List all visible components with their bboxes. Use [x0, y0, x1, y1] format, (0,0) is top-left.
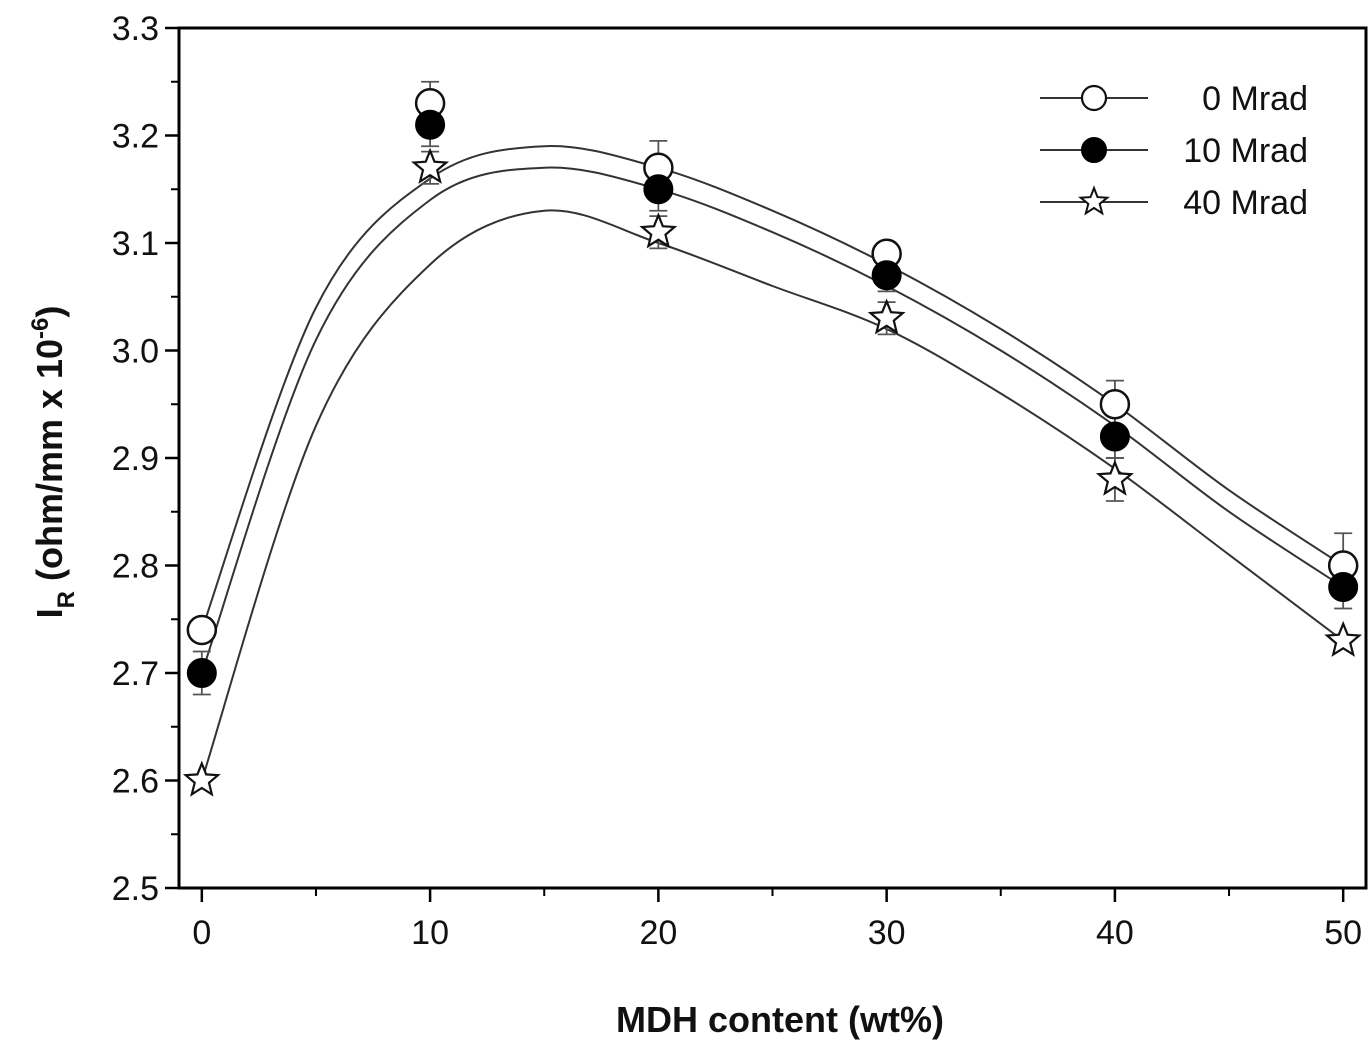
y-axis-ticks: 2.5 2.6 2.7 2.8 2.9 3.0 3.1 3.2 3.3 [112, 10, 179, 908]
y-axis-title-exponent: -6 [27, 318, 54, 339]
legend-label-2: 40 Mrad [1183, 184, 1308, 222]
y-tick-label: 3.1 [112, 225, 159, 263]
x-tick-label: 40 [1096, 914, 1134, 952]
data-point-10-mrad [1099, 421, 1130, 452]
x-tick-label: 30 [868, 914, 906, 952]
data-point-40-mrad [411, 147, 450, 184]
y-tick-label: 2.9 [112, 440, 159, 478]
data-point-40-mrad [1324, 620, 1363, 657]
x-axis-ticks: 0 10 20 30 40 50 [192, 888, 1362, 952]
data-point-0-mrad [1099, 389, 1131, 420]
y-tick-label: 2.7 [112, 655, 159, 693]
legend-marker-filled-circle [1081, 137, 1107, 163]
legend-label-0: 0 Mrad [1202, 80, 1308, 118]
y-tick-label: 3.0 [112, 333, 159, 371]
fit-curves [200, 145, 1344, 781]
y-axis-title-subscript: R [53, 591, 80, 608]
x-tick-label: 50 [1324, 914, 1362, 952]
fit-curve-series-1 [200, 166, 1344, 674]
legend-item-2: 40 Mrad [1040, 184, 1308, 222]
y-axis-title-group: IR (ohm/mm x 10-6) [27, 306, 80, 619]
data-point-40-mrad [867, 298, 906, 335]
fit-curve-series-2 [200, 209, 1344, 781]
data-point-40-mrad [1095, 459, 1134, 496]
legend-item-1: 10 Mrad [1040, 132, 1308, 170]
legend-label-1: 10 Mrad [1183, 132, 1308, 170]
data-point-10-mrad [643, 174, 674, 205]
legend-marker-open-star [1078, 185, 1110, 216]
x-tick-label: 10 [411, 914, 449, 952]
y-axis-title: IR (ohm/mm x 10-6) [27, 306, 80, 619]
legend: 0 Mrad 10 Mrad 40 Mrad [1040, 80, 1308, 222]
data-point-10-mrad [1328, 572, 1359, 602]
legend-marker-open-circle [1080, 84, 1108, 112]
y-tick-label: 2.5 [112, 870, 159, 908]
fit-curve-series-0 [200, 145, 1344, 631]
data-point-10-mrad [186, 658, 217, 688]
x-tick-label: 0 [192, 914, 211, 952]
data-point-10-mrad [415, 109, 446, 140]
data-point-0-mrad [186, 614, 218, 646]
y-tick-label: 3.2 [112, 118, 159, 156]
y-axis-title-main: I [29, 608, 70, 618]
y-tick-label: 3.3 [112, 10, 159, 48]
y-tick-label: 2.8 [112, 548, 159, 586]
y-axis-title-units: (ohm/mm x 10 [29, 339, 70, 591]
y-tick-label: 2.6 [112, 763, 159, 801]
x-tick-label: 20 [639, 914, 677, 952]
legend-item-0: 0 Mrad [1040, 80, 1308, 118]
x-axis-title: MDH content (wt%) [616, 999, 944, 1040]
data-markers [182, 88, 1363, 797]
data-point-40-mrad [639, 212, 678, 249]
data-point-40-mrad [182, 760, 221, 797]
y-axis-title-close: ) [29, 306, 70, 318]
data-point-10-mrad [871, 260, 902, 291]
